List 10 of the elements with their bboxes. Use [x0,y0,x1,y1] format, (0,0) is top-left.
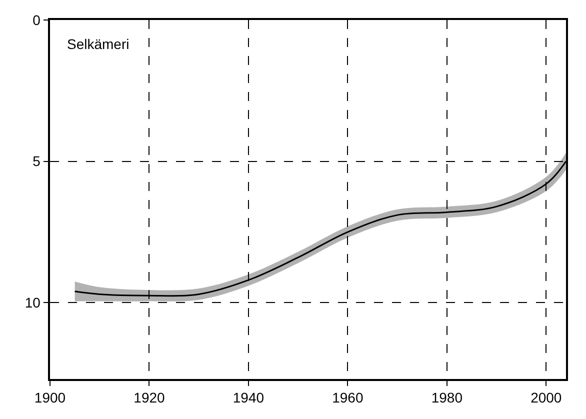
y-tick-label: 10 [24,294,41,311]
x-tick-label: 2000 [530,390,562,406]
x-tick-label: 1920 [134,390,166,406]
x-tick-label: 1940 [232,390,264,406]
annotation: Selkämeri [67,36,130,52]
x-tick-label: 1900 [34,390,66,406]
x-tick-label: 1980 [431,390,463,406]
y-tick-label: 5 [32,153,41,170]
x-tick-label: 1960 [332,390,364,406]
y-tick-label: 0 [32,12,41,28]
